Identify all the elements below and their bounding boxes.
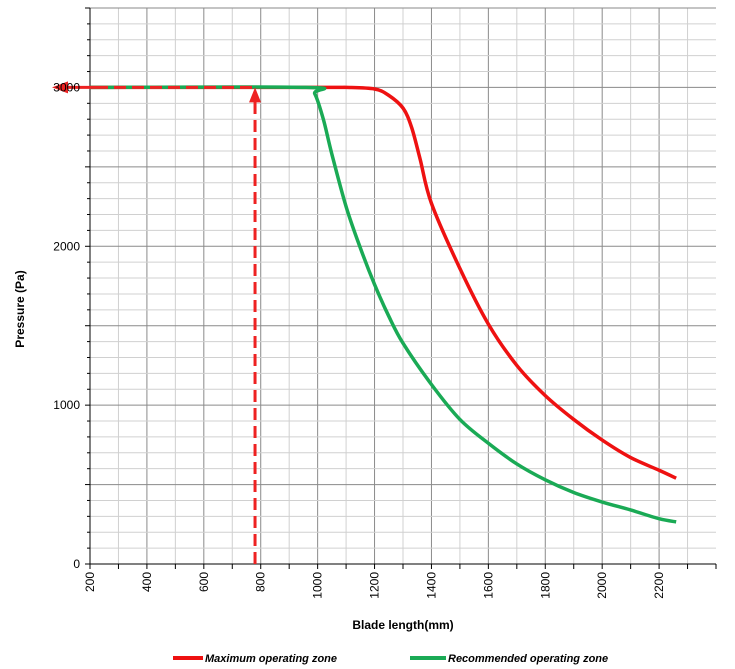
y-tick-label: 3000	[53, 80, 80, 94]
x-tick-label: 400	[140, 572, 154, 592]
x-tick-label: 200	[83, 572, 97, 592]
reference-lines	[52, 81, 262, 564]
x-tick-label: 1400	[424, 572, 438, 599]
x-tick-label: 1200	[368, 572, 382, 599]
y-tick-label: 1000	[53, 398, 80, 412]
legend-label: Recommended operating zone	[448, 653, 608, 665]
legend-label: Maximum operating zone	[205, 653, 337, 665]
series-line-maximum	[90, 85, 677, 480]
x-tick-label: 800	[254, 572, 268, 592]
x-tick-label: 600	[197, 572, 211, 592]
y-tick-label: 2000	[53, 239, 80, 253]
x-tick-label: 1600	[481, 572, 495, 599]
axes	[85, 7, 717, 569]
x-tick-label: 2200	[652, 572, 666, 599]
grid	[90, 7, 716, 564]
x-axis-title: Blade length(mm)	[352, 618, 453, 632]
y-tick-label: 0	[73, 557, 80, 571]
legend: Maximum operating zone Recommended operat…	[173, 653, 608, 665]
reference-arrow-left	[52, 81, 68, 94]
y-axis-title: Pressure (Pa)	[13, 270, 27, 347]
x-tick-label: 1800	[538, 572, 552, 599]
tick-labels: 200 400 600 800 1000 1200 1400 1600 1800 2000 2200…	[53, 80, 666, 598]
series-line-recommended	[89, 85, 677, 524]
x-tick-label: 1000	[311, 572, 325, 599]
x-tick-label: 2000	[595, 572, 609, 599]
series-layer	[89, 85, 677, 524]
reference-arrow-up	[249, 87, 262, 103]
